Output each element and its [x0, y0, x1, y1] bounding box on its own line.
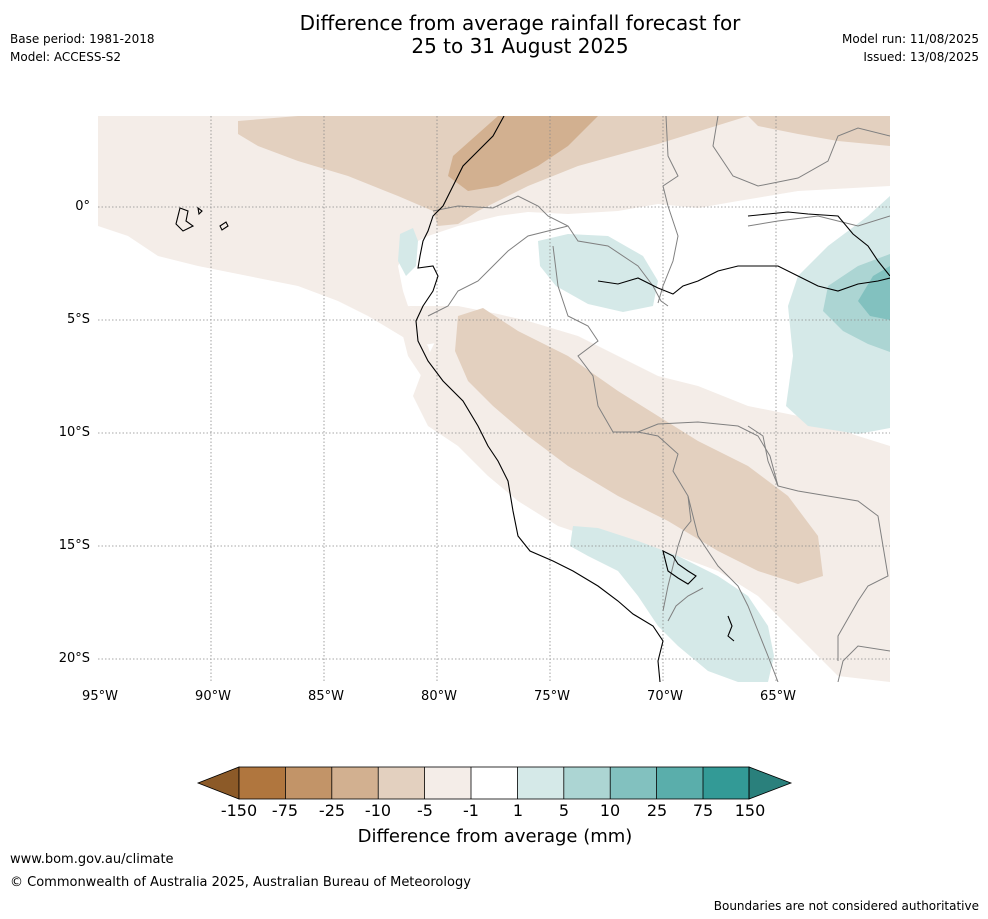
colorbar-tick-9: 10	[599, 801, 621, 820]
anomaly-region-north-light	[98, 116, 890, 346]
title-line-1: Difference from average rainfall forecas…	[299, 11, 741, 35]
website-link[interactable]: www.bom.gov.au/climate	[10, 852, 174, 867]
country-borders	[427, 116, 890, 682]
colorbar-tick-7: 1	[512, 801, 524, 820]
colorbar-tick-3: -25	[318, 801, 346, 820]
map-canvas	[98, 116, 890, 682]
colorbar-segment-high-extend	[748, 766, 793, 800]
lon-label-95w: 95°W	[82, 689, 118, 704]
colorbar-tick-11: 75	[692, 801, 714, 820]
colorbar-segment-5	[424, 767, 471, 799]
base-period-label: Base period: 1981-2018	[10, 32, 155, 46]
anomaly-region-south-teal	[570, 526, 774, 682]
lon-label-75w: 75°W	[534, 689, 570, 704]
anomaly-region-amazon-teal	[538, 234, 658, 312]
lat-label-15s: 15°S	[58, 538, 90, 553]
colorbar-tick-8: 5	[558, 801, 570, 820]
colorbar-segment-11	[703, 767, 749, 799]
lon-label-65w: 65°W	[760, 689, 796, 704]
colorbar-tick-6: -1	[463, 801, 479, 820]
lon-label-85w: 85°W	[308, 689, 344, 704]
issued-label: Issued: 13/08/2025	[863, 50, 979, 64]
colorbar-segment-3	[331, 767, 379, 799]
colorbar-segment-2	[285, 767, 332, 799]
boundaries-disclaimer: Boundaries are not considered authoritat…	[713, 899, 979, 913]
colorbar-segment-1	[239, 767, 286, 799]
lat-label-20s: 20°S	[58, 651, 90, 666]
colorbar-tick-1: -150	[220, 801, 258, 820]
copyright-notice: © Commonwealth of Australia 2025, Austra…	[10, 875, 471, 890]
model-label: Model: ACCESS-S2	[10, 50, 122, 64]
colorbar-segment-6	[471, 767, 518, 799]
anomaly-region-peru-teal	[398, 228, 418, 276]
lat-label-5s: 5°S	[66, 312, 90, 327]
coastlines	[175, 116, 890, 682]
colorbar	[196, 766, 794, 800]
colorbar-segment-10	[656, 767, 703, 799]
colorbar-graphic	[196, 766, 793, 800]
rainfall-anomaly-map	[98, 116, 890, 682]
colorbar-tick-4: -10	[364, 801, 392, 820]
lat-label-10s: 10°S	[58, 425, 90, 440]
lat-label-0: 0°	[75, 199, 90, 214]
colorbar-tick-5: -5	[417, 801, 433, 820]
colorbar-tick-12: 150	[734, 801, 766, 820]
lon-label-90w: 90°W	[195, 689, 231, 704]
colorbar-segment-4	[378, 767, 425, 799]
colorbar-segment-7	[517, 767, 564, 799]
anomaly-region-northeast-medium	[748, 116, 890, 146]
anomaly-region-north-dark	[448, 116, 598, 191]
colorbar-segment-low-extend	[196, 766, 240, 800]
anomaly-region-central-medium	[455, 308, 823, 584]
lon-label-80w: 80°W	[421, 689, 457, 704]
colorbar-tick-10: 25	[646, 801, 668, 820]
map-title: Difference from average rainfall forecas…	[0, 12, 988, 58]
title-line-2: 25 to 31 August 2025	[411, 34, 629, 58]
model-run-label: Model run: 11/08/2025	[841, 32, 979, 46]
lon-label-70w: 70°W	[647, 689, 683, 704]
colorbar-tick-2: -75	[271, 801, 299, 820]
colorbar-segment-8	[563, 767, 611, 799]
colorbar-segment-9	[610, 767, 657, 799]
colorbar-title: Difference from average (mm)	[357, 826, 633, 847]
